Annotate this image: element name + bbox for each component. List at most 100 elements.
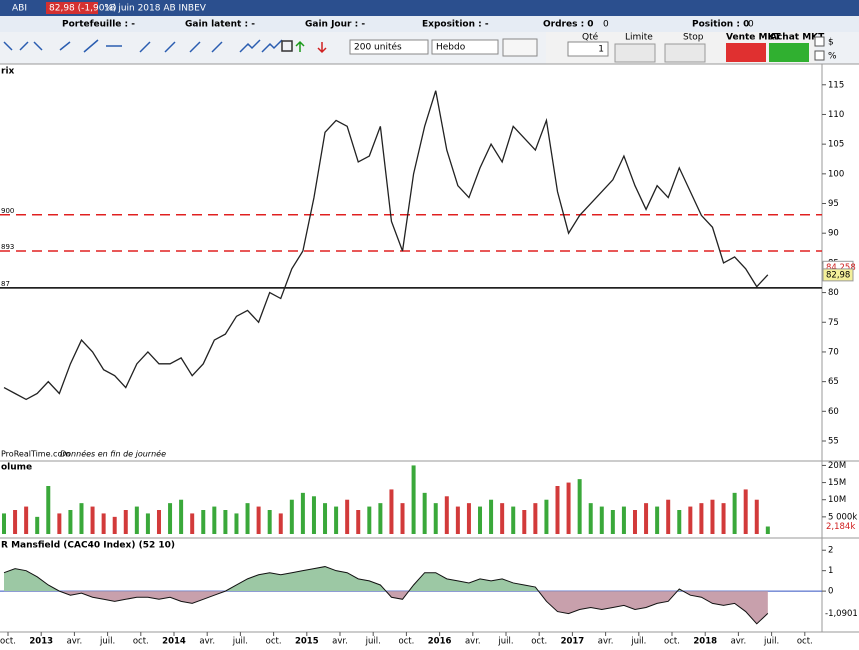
volume-bar [156,510,161,534]
y-tick-label: 15M [828,478,846,488]
info-bar [0,16,859,32]
x-tick-label: juil. [365,637,381,647]
volume-bar [721,503,726,534]
volume-last: 2,184k [826,522,855,532]
symbol: ABI [12,4,27,14]
sell-label: Vente MKT [726,33,781,43]
mansfield-last: -1,0901 [825,609,858,619]
volume-bar [256,506,261,534]
volume-bar [765,526,770,534]
y-tick-label: 0 [828,587,833,597]
x-tick-label: oct. [797,637,813,647]
x-tick-label: 2018 [693,637,717,647]
dollar: $ [828,38,834,48]
x-tick-label: 2013 [29,637,53,647]
limit: Limite [625,33,653,43]
volume-bar [201,510,206,534]
volume-bar [245,503,250,534]
volume-bar [345,499,350,534]
quantity: 200 unités [354,42,402,53]
volume-bar [544,499,549,534]
volume-bar [699,503,704,534]
volume-bar [101,513,106,534]
volume-bar [212,506,217,534]
y-tick-label: 115 [828,80,844,90]
volume-bar [24,506,29,534]
x-tick-label: 2016 [428,637,452,647]
y-tick-label: 90 [828,229,839,239]
volume-bar [389,489,394,534]
volume-bar [145,513,150,534]
volume-bar [743,489,748,534]
volume-bar [311,496,316,534]
volume-bar [478,506,483,534]
y-tick-label: 105 [828,140,844,150]
volume-bar [655,506,660,534]
price-badge-label: 82,98 [826,270,850,280]
volume-bar [677,510,682,534]
volume-bar [190,513,195,534]
y-tick-label: 75 [828,318,839,328]
volume-bar [533,503,538,534]
level-label: 893 [1,243,14,251]
volume-bar [710,499,715,534]
x-tick-label: 2015 [295,637,319,647]
x-tick-label: juil. [232,637,248,647]
volume-bar [411,465,416,534]
sell-button[interactable] [726,43,766,62]
checkbox[interactable] [814,50,825,61]
quantity-select[interactable] [349,39,429,55]
x-tick-label: juil. [497,637,513,647]
volume-bar [2,513,6,534]
volume-bar [444,496,449,534]
y-tick-label: 100 [828,169,844,179]
qty-input[interactable] [567,41,609,57]
limit-buttons[interactable] [614,43,656,63]
y-tick-label: 55 [828,437,839,447]
y-tick-label: 65 [828,377,839,387]
volume-bar [367,506,372,534]
x-tick-label: 2017 [561,637,585,647]
x-tick-label: juil. [99,637,115,647]
x-tick-label: oct. [664,637,680,647]
volume-bar [234,513,239,534]
x-tick-label: oct. [0,637,16,647]
volume-bar [688,506,693,534]
volume-bar [466,503,471,534]
volume-bar [90,506,95,534]
volume-bar [134,506,139,534]
volume-bar [422,492,427,534]
mansfield-badge [823,607,857,620]
volume-bar [300,492,305,534]
x-tick-label: avr. [598,637,614,647]
volume-bar [555,486,560,534]
x-tick-label: oct. [398,637,414,647]
x-tick-label: 2014 [162,637,186,647]
volume-bar [500,503,505,534]
info: Exposition : - [422,20,489,30]
volume-bar [577,479,582,534]
volume-bar [35,516,40,534]
volume-bar [588,503,593,534]
volume-bar [522,510,527,534]
orders: Ordres : 0 [543,20,594,30]
buy-button[interactable] [769,43,809,62]
volume-bar [79,503,84,534]
volume-bar [356,510,361,534]
stop-buttons[interactable] [664,43,706,63]
info: Portefeuille : - [62,20,135,30]
chart-type[interactable] [502,38,538,57]
percent: % [828,52,837,62]
volume-bar [267,510,272,534]
x-tick-label: avr. [67,637,83,647]
volume-bar [400,503,405,534]
volume-bar [112,516,117,534]
period-select[interactable] [431,39,499,55]
position: Position : 0 [692,20,749,30]
volume-bar [644,503,649,534]
checkbox[interactable] [814,36,825,47]
orders-count: 0 [603,20,609,30]
volume-bar [123,510,128,534]
